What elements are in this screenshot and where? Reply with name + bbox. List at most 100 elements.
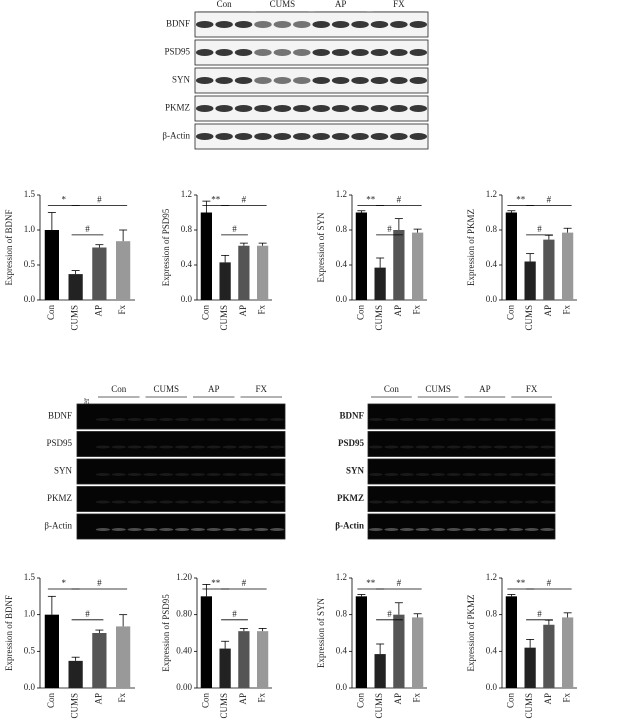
band (254, 500, 269, 504)
row-label: PKMZ (165, 103, 190, 113)
band (111, 528, 126, 531)
band (390, 21, 408, 28)
error-bar (357, 594, 366, 597)
y-axis-label: Expression of BDNF (4, 595, 14, 671)
band (273, 21, 292, 28)
bar (355, 212, 367, 300)
band (415, 473, 430, 476)
group-label: CUMS (425, 384, 451, 394)
band (312, 21, 330, 28)
band (370, 133, 389, 140)
significance-label: * (62, 578, 67, 588)
band (254, 49, 272, 56)
band (524, 445, 539, 449)
band (351, 49, 369, 56)
y-tick-label: 1.0 (24, 224, 36, 234)
band (174, 473, 190, 476)
x-tick-label: AP (238, 305, 248, 317)
band (446, 473, 461, 476)
band (462, 473, 477, 476)
x-tick-label: Fx (412, 693, 422, 703)
band (254, 473, 269, 476)
band (127, 528, 142, 531)
row-label: PSD95 (46, 438, 72, 448)
band (215, 49, 233, 56)
y-tick-label: 0.00 (176, 682, 192, 692)
group-label: FX (526, 384, 538, 394)
band (254, 445, 269, 449)
x-tick-label: AP (93, 305, 103, 317)
y-tick-label: 0.0 (336, 294, 348, 304)
band (111, 500, 126, 504)
bar (524, 647, 536, 688)
band (222, 528, 237, 531)
band (206, 500, 221, 504)
band (206, 528, 221, 531)
band (384, 500, 399, 504)
band (174, 418, 190, 421)
band (234, 77, 253, 84)
y-tick-label: 0.0 (486, 294, 498, 304)
bar (219, 648, 231, 688)
band (234, 105, 253, 112)
error-bar (544, 619, 553, 625)
band (462, 500, 477, 504)
band (190, 473, 206, 476)
band (111, 418, 126, 421)
band (477, 418, 492, 421)
error-bar (95, 244, 104, 248)
band (415, 528, 430, 531)
bar (412, 617, 424, 688)
band (95, 418, 111, 421)
blot-box (76, 403, 286, 430)
bar (257, 245, 269, 300)
band (174, 445, 190, 449)
blot-box (367, 431, 556, 457)
bar (116, 241, 131, 300)
blot-box (194, 95, 429, 122)
error-bar (357, 210, 366, 213)
blot-box (76, 486, 286, 512)
band (399, 528, 414, 531)
significance-label: # (232, 609, 237, 619)
band (446, 445, 461, 449)
band (431, 418, 446, 421)
band (195, 49, 214, 56)
band (351, 77, 369, 84)
significance-label: # (387, 609, 392, 619)
bar (238, 631, 250, 688)
bar (92, 247, 107, 300)
band (368, 500, 383, 504)
band (269, 418, 285, 421)
y-tick-label: 0.0 (486, 682, 498, 692)
band (409, 105, 428, 112)
y-tick-label: 1.20 (176, 572, 192, 582)
x-tick-label: Con (200, 693, 210, 709)
error-bar (394, 218, 403, 230)
band (215, 77, 233, 84)
band (415, 418, 430, 421)
x-tick-label: Con (46, 305, 56, 321)
y-axis-label: Expression of SYN (316, 598, 326, 668)
bar (200, 212, 212, 300)
bar (68, 274, 83, 300)
band (215, 105, 233, 112)
bar (562, 617, 574, 688)
band (331, 77, 350, 84)
band (95, 528, 111, 531)
y-tick-label: 0.0 (181, 294, 193, 304)
band (331, 49, 350, 56)
y-tick-label: 0.4 (336, 259, 348, 269)
blot-box (76, 431, 286, 457)
band (195, 105, 214, 112)
band (254, 105, 272, 112)
error-bar (376, 257, 385, 268)
band (111, 473, 126, 476)
band (477, 500, 492, 504)
x-tick-label: CUMS (70, 305, 80, 331)
x-tick-label: Fx (257, 305, 267, 315)
band (431, 445, 446, 449)
band (509, 528, 524, 531)
band (206, 445, 221, 449)
error-bar (119, 614, 128, 627)
